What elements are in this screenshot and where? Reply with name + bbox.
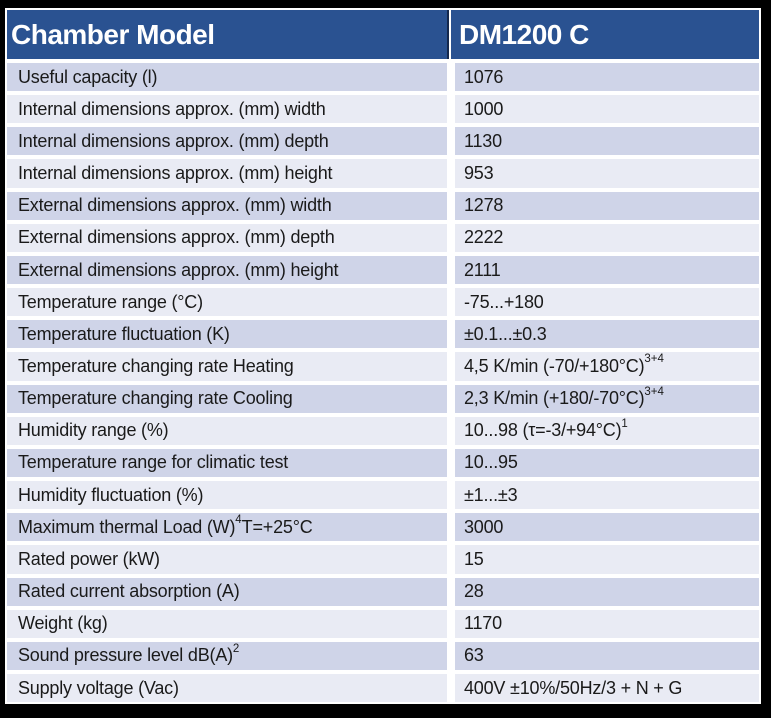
table-row: External dimensions approx. (mm) depth 2…	[7, 223, 759, 252]
table-row: Internal dimensions approx. (mm) width 1…	[7, 95, 759, 124]
header-column-divider	[447, 10, 451, 59]
column-gap	[447, 448, 455, 478]
column-gap	[447, 384, 455, 413]
table-header-row: Chamber Model DM1200 C	[7, 10, 759, 59]
spec-label: Temperature changing rate Heating	[7, 352, 447, 381]
spec-value: 953	[455, 159, 759, 188]
column-gap	[447, 223, 455, 252]
table-row: Sound pressure level dB(A) 2 63	[7, 641, 759, 670]
spec-label: External dimensions approx. (mm) depth	[7, 223, 447, 252]
spec-value: 15	[455, 545, 759, 574]
spec-label: Rated current absorption (A)	[7, 577, 447, 606]
table-row: Maximum thermal Load (W) 4 T=+25°C 3000	[7, 513, 759, 542]
spec-value: 2,3 K/min (+180/-70°C) 3+4	[455, 384, 759, 413]
column-gap	[447, 481, 455, 510]
spec-table: Chamber Model DM1200 C Useful capacity (…	[5, 8, 761, 704]
table-row: Humidity fluctuation (%) ±1...±3	[7, 481, 759, 510]
column-gap	[447, 673, 455, 703]
column-gap	[447, 577, 455, 606]
spec-value: -75...+180	[455, 288, 759, 317]
spec-value: 3000	[455, 513, 759, 542]
table-row: Temperature changing rate Heating 4,5 K/…	[7, 352, 759, 381]
spec-value: 2111	[455, 255, 759, 285]
spec-value: 400V ±10%/50Hz/3 + N + G	[455, 673, 759, 703]
spec-label: Rated power (kW)	[7, 545, 447, 574]
spec-value: 63	[455, 641, 759, 670]
spec-label: Temperature range for climatic test	[7, 448, 447, 478]
spec-label: Internal dimensions approx. (mm) width	[7, 95, 447, 124]
table-row: Temperature range (°C) -75...+180	[7, 288, 759, 317]
spec-value: 4,5 K/min (-70/+180°C) 3+4	[455, 352, 759, 381]
column-gap	[447, 288, 455, 317]
spec-label: Useful capacity (l)	[7, 63, 447, 92]
spec-value: 2222	[455, 223, 759, 252]
column-gap	[447, 159, 455, 188]
column-gap	[447, 641, 455, 670]
header-chamber-model-label: Chamber Model	[11, 18, 215, 50]
spec-value: 28	[455, 577, 759, 606]
spec-label: Temperature range (°C)	[7, 288, 447, 317]
spec-label: Internal dimensions approx. (mm) height	[7, 159, 447, 188]
spec-label: Sound pressure level dB(A) 2	[7, 641, 447, 670]
column-gap	[447, 191, 455, 220]
spec-value: ±0.1...±0.3	[455, 320, 759, 349]
spec-label: Temperature fluctuation (K)	[7, 320, 447, 349]
table-row: Weight (kg) 1170	[7, 609, 759, 638]
spec-label: Internal dimensions approx. (mm) depth	[7, 127, 447, 156]
spec-label: Humidity range (%)	[7, 416, 447, 445]
header-model-value: DM1200 C	[459, 18, 589, 50]
spec-label: Temperature changing rate Cooling	[7, 384, 447, 413]
table-row: Humidity range (%) 10...98 (τ=-3/+94°C) …	[7, 416, 759, 445]
column-gap	[447, 545, 455, 574]
table-row: Internal dimensions approx. (mm) height …	[7, 159, 759, 188]
spec-value: 1076	[455, 63, 759, 92]
column-gap	[447, 416, 455, 445]
spec-value: 1170	[455, 609, 759, 638]
table-row: Rated power (kW) 15	[7, 545, 759, 574]
spec-label: Weight (kg)	[7, 609, 447, 638]
table-row: Temperature changing rate Cooling 2,3 K/…	[7, 384, 759, 413]
table-row: Rated current absorption (A) 28	[7, 577, 759, 606]
spec-value: ±1...±3	[455, 481, 759, 510]
spec-label: Humidity fluctuation (%)	[7, 481, 447, 510]
column-gap	[447, 63, 455, 92]
column-gap	[447, 609, 455, 638]
spec-value: 1130	[455, 127, 759, 156]
column-gap	[447, 320, 455, 349]
column-gap	[447, 513, 455, 542]
column-gap	[447, 95, 455, 124]
table-row: External dimensions approx. (mm) width 1…	[7, 191, 759, 220]
spec-label: Maximum thermal Load (W) 4 T=+25°C	[7, 513, 447, 542]
column-gap	[447, 127, 455, 156]
spec-value: 10...98 (τ=-3/+94°C) 1	[455, 416, 759, 445]
table-row: Temperature range for climatic test 10..…	[7, 448, 759, 478]
table-row: External dimensions approx. (mm) height …	[7, 255, 759, 285]
column-gap	[447, 352, 455, 381]
spec-label: External dimensions approx. (mm) width	[7, 191, 447, 220]
table-row: Temperature fluctuation (K) ±0.1...±0.3	[7, 320, 759, 349]
spec-value: 1278	[455, 191, 759, 220]
column-gap	[447, 255, 455, 285]
table-row: Supply voltage (Vac) 400V ±10%/50Hz/3 + …	[7, 673, 759, 703]
spec-label: External dimensions approx. (mm) height	[7, 255, 447, 285]
table-row: Useful capacity (l) 1076	[7, 63, 759, 92]
spec-label: Supply voltage (Vac)	[7, 673, 447, 703]
table-row: Internal dimensions approx. (mm) depth 1…	[7, 127, 759, 156]
table-body: Useful capacity (l) 1076 Internal dimens…	[7, 63, 759, 703]
spec-value: 10...95	[455, 448, 759, 478]
spec-value: 1000	[455, 95, 759, 124]
